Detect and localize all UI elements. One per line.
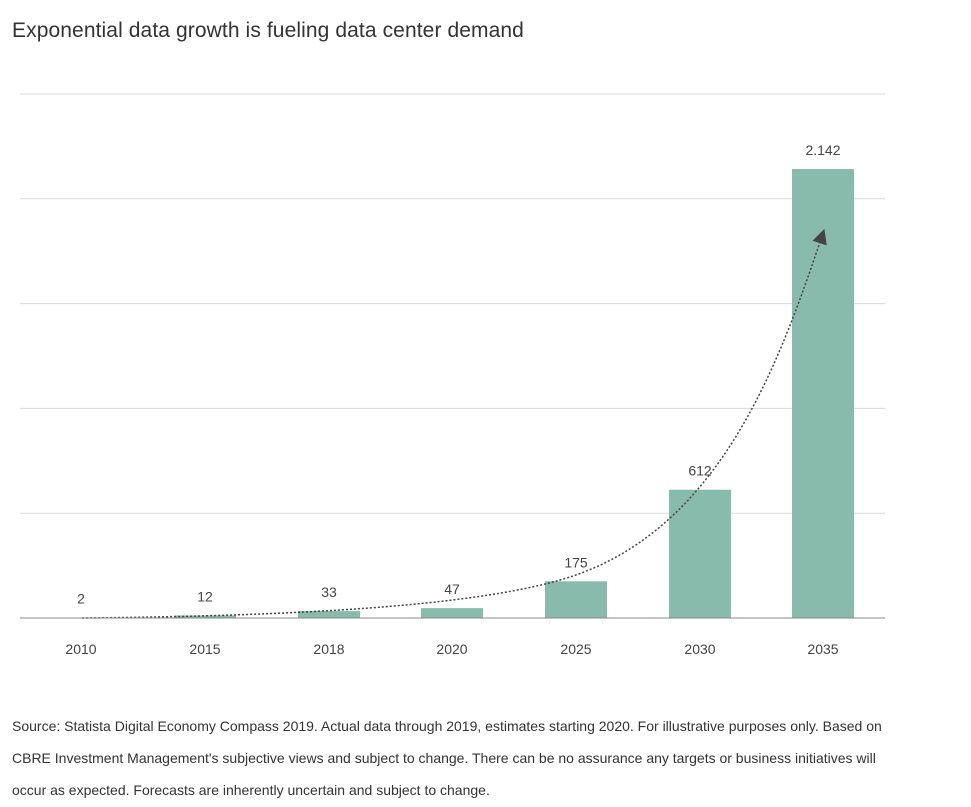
data-label: 47 [444,581,460,597]
x-tick-label: 2015 [189,641,220,657]
data-label: 612 [688,463,712,479]
bar [174,615,236,618]
x-tick-label: 2020 [436,641,467,657]
bar [545,581,607,618]
data-label: 175 [564,554,588,570]
bar [298,611,360,618]
data-label: 33 [321,584,337,600]
x-tick-label: 2025 [560,641,591,657]
gridlines [20,93,885,514]
x-tick-label: 2010 [65,641,96,657]
data-label: 2 [77,591,85,607]
x-tick-label: 2018 [313,641,344,657]
chart-title: Exponential data growth is fueling data … [12,19,524,42]
bar [792,169,854,618]
x-tick-label: 2030 [684,641,715,657]
bars [50,169,854,619]
bar [421,608,483,618]
data-label: 12 [197,588,213,604]
x-axis-tick-labels: 2010 2015 2018 2020 2025 2030 2035 [65,641,838,657]
data-labels: 2 12 33 47 175 612 2.142 [77,142,841,607]
x-tick-label: 2035 [807,641,838,657]
bar [669,489,731,618]
trend-arrow [81,228,827,619]
data-label: 2.142 [805,142,840,158]
source-note: Source: Statista Digital Economy Compass… [12,718,882,798]
